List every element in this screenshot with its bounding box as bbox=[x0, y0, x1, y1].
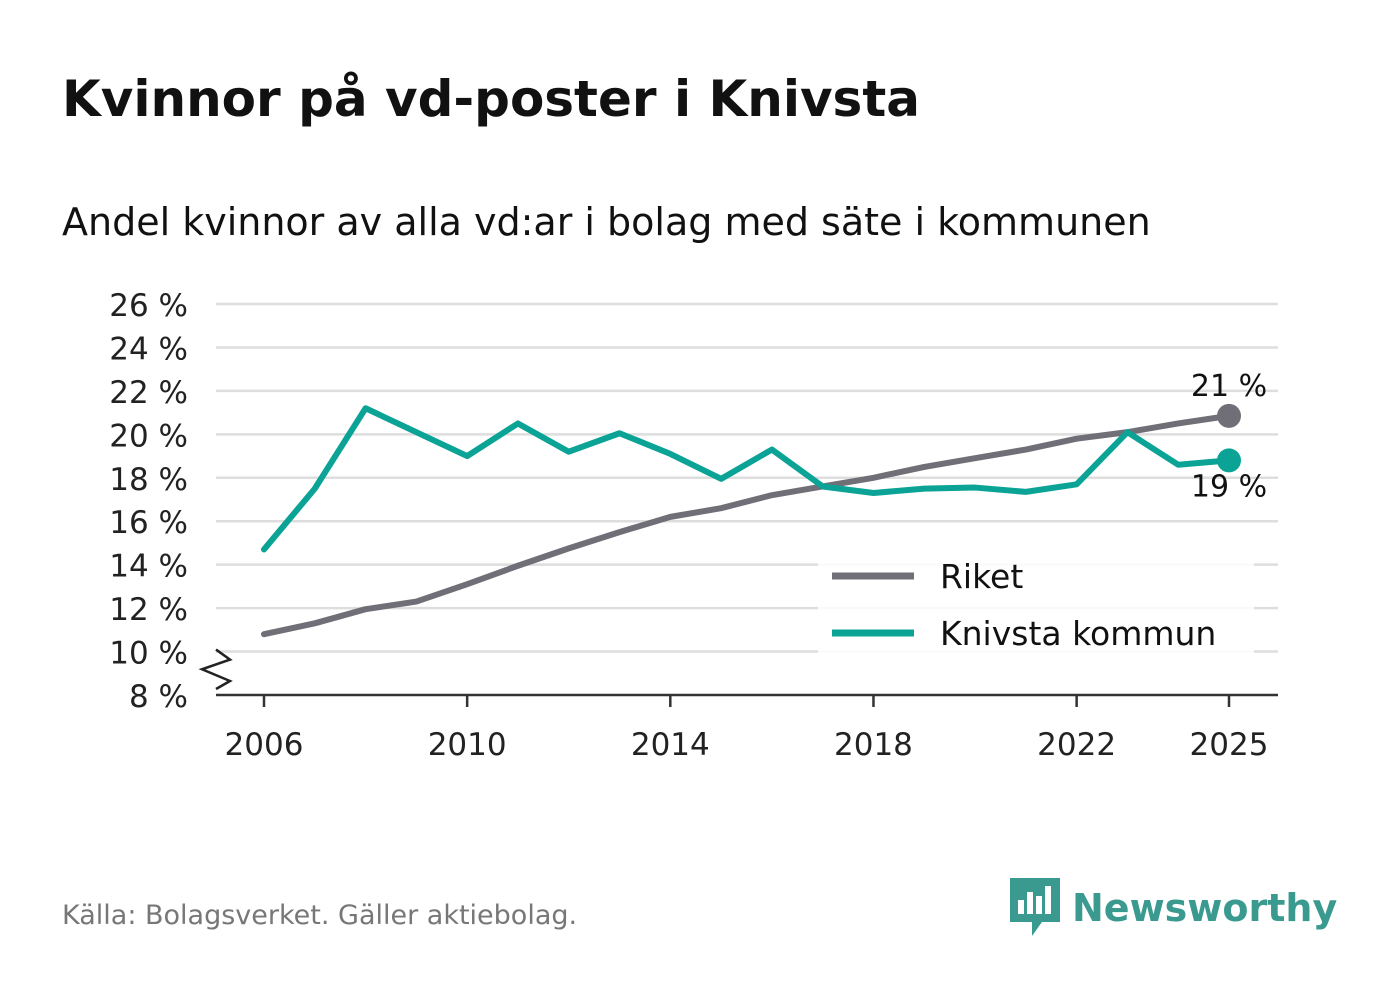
legend-background bbox=[818, 548, 1254, 656]
end-value-label: 21 % bbox=[1191, 369, 1267, 404]
x-tick-label: 2025 bbox=[1190, 727, 1269, 763]
end-value-label: 19 % bbox=[1191, 469, 1267, 504]
series-line-knivsta bbox=[261, 405, 1232, 553]
axes: 8 % 10 % 12 % 14 % 16 % 18 % 20 % 22 % 24 % 26 % 2… bbox=[109, 288, 1278, 763]
source-note: Källa: Bolagsverket. Gäller aktiebolag. bbox=[62, 900, 578, 931]
x-tick-label: 2010 bbox=[428, 727, 507, 763]
end-labels: 21 % 19 % bbox=[1191, 369, 1267, 505]
y-tick-label: 26 % bbox=[109, 288, 188, 324]
axis-break-marker bbox=[198, 648, 233, 691]
x-tick-label: 2022 bbox=[1037, 727, 1116, 763]
y-tick-label: 10 % bbox=[109, 636, 188, 672]
y-tick-label: 12 % bbox=[109, 592, 188, 628]
y-tick-label: 8 % bbox=[129, 679, 188, 715]
y-tick-label: 22 % bbox=[109, 375, 188, 411]
brand-name: Newsworthy bbox=[1072, 886, 1338, 930]
chart-title: Kvinnor på vd-poster i Knivsta bbox=[62, 70, 920, 128]
grid-lines bbox=[216, 302, 1278, 653]
brand-logo: Newsworthy bbox=[1010, 876, 1337, 940]
x-tick-label: 2018 bbox=[834, 727, 913, 763]
series-end-point bbox=[1217, 403, 1241, 428]
y-tick-label: 18 % bbox=[109, 462, 188, 498]
x-tick-label: 2014 bbox=[631, 727, 710, 763]
y-tick-label: 24 % bbox=[109, 331, 188, 367]
series-end-point bbox=[1217, 448, 1241, 473]
y-tick-label: 14 % bbox=[109, 549, 188, 585]
series-line-riket bbox=[261, 412, 1232, 638]
series bbox=[261, 403, 1241, 638]
x-tick-label: 2006 bbox=[225, 727, 304, 763]
legend: Riket Knivsta kommun bbox=[818, 548, 1254, 656]
y-tick-label: 16 % bbox=[109, 505, 188, 541]
y-tick-label: 20 % bbox=[109, 418, 188, 454]
chart-subtitle: Andel kvinnor av alla vd:ar i bolag med … bbox=[62, 200, 1151, 244]
newsworthy-logo-icon bbox=[1010, 878, 1060, 936]
legend-label: Riket bbox=[940, 557, 1023, 596]
legend-label: Knivsta kommun bbox=[940, 614, 1216, 653]
